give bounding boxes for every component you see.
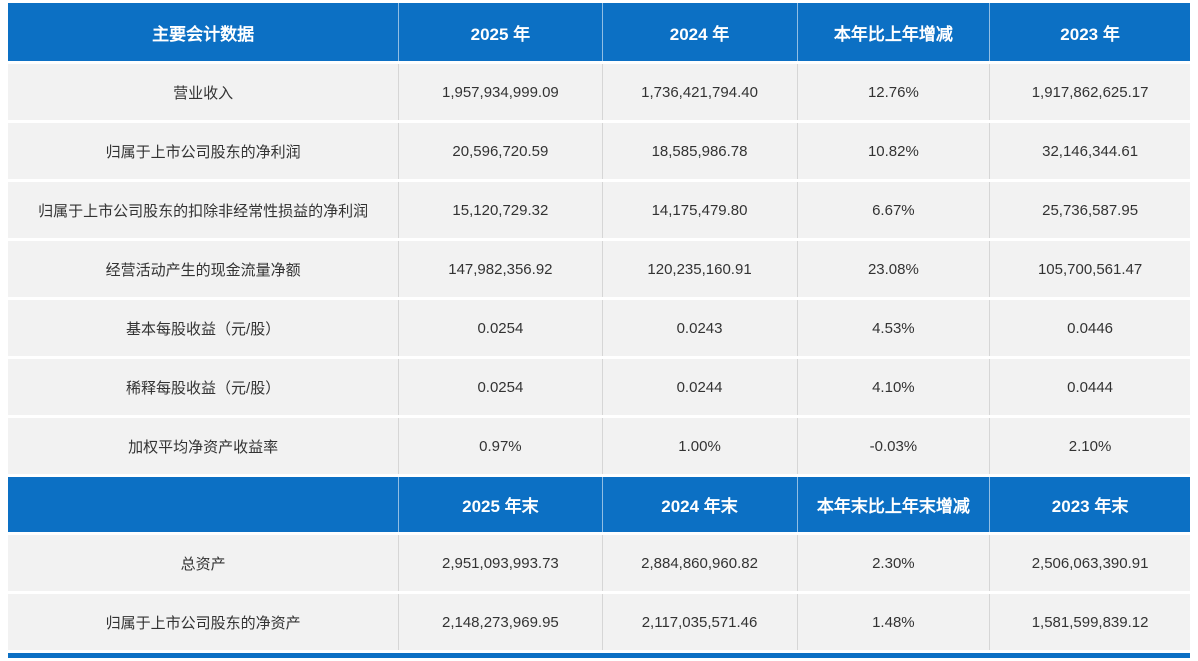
cell-value: 10.82% (798, 123, 991, 179)
row-label: 基本每股收益（元/股） (8, 300, 400, 356)
header-col-yoy-end-change: 本年末比上年末增减 (798, 477, 991, 532)
cell-value: 0.0254 (399, 300, 603, 356)
header-col-2024-end: 2024 年末 (603, 477, 798, 532)
cell-value: 2,117,035,571.46 (603, 594, 798, 650)
cell-value: 120,235,160.91 (603, 241, 798, 297)
cell-value: 0.0446 (1067, 319, 1114, 337)
cell-value: 1,581,599,839.12 (1031, 613, 1149, 631)
cell-value: 4.10% (798, 359, 991, 415)
table-row-basic-eps: 基本每股收益（元/股） 0.0254 0.0243 4.53% 0.0446 (8, 300, 1190, 356)
cell-value: 1.00% (603, 418, 798, 474)
cell-value: 1,957,934,999.09 (399, 64, 603, 120)
next-header-edge-bar (8, 653, 1190, 658)
cell-value: 12.76% (798, 64, 991, 120)
cell-value: 25,736,587.95 (1042, 201, 1139, 219)
table-row-net-assets: 归属于上市公司股东的净资产 2,148,273,969.95 2,117,035… (8, 594, 1190, 650)
cell-value: 2,148,273,969.95 (399, 594, 603, 650)
cell-value: 6.67% (798, 182, 991, 238)
header-col-2023-end: 2023 年末 (1051, 497, 1129, 516)
header-col-2023: 2023 年 (1060, 24, 1120, 44)
cell-value: 2,506,063,390.91 (1031, 554, 1149, 572)
cell-value: 20,596,720.59 (399, 123, 603, 179)
header-blank-cell (8, 477, 400, 532)
cell-value: 18,585,986.78 (603, 123, 798, 179)
table-row-total-assets: 总资产 2,951,093,993.73 2,884,860,960.82 2.… (8, 535, 1190, 591)
header-col-2025-end: 2025 年末 (399, 477, 603, 532)
row-label: 归属于上市公司股东的扣除非经常性损益的净利润 (8, 182, 400, 238)
row-label: 加权平均净资产收益率 (8, 418, 400, 474)
cell-value: 0.0444 (1067, 378, 1114, 396)
cell-value: 2,951,093,993.73 (399, 535, 603, 591)
cell-value: 147,982,356.92 (399, 241, 603, 297)
table-row-operating-revenue: 营业收入 1,957,934,999.09 1,736,421,794.40 1… (8, 64, 1190, 120)
table-row-weighted-avg-roe: 加权平均净资产收益率 0.97% 1.00% -0.03% 2.10% (8, 418, 1190, 474)
row-label: 经营活动产生的现金流量净额 (8, 241, 400, 297)
cell-value: 1.48% (798, 594, 991, 650)
table-header-period-end: 2025 年末 2024 年末 本年末比上年末增减 2023 年末 (8, 477, 1190, 532)
cell-value: 105,700,561.47 (1037, 260, 1143, 278)
cell-value: 23.08% (798, 241, 991, 297)
header-col-2024: 2024 年 (603, 3, 798, 61)
row-label: 归属于上市公司股东的净资产 (8, 594, 400, 650)
row-label: 总资产 (8, 535, 400, 591)
cell-value: 2.30% (798, 535, 991, 591)
cell-value: 32,146,344.61 (1042, 142, 1139, 160)
cell-value: 15,120,729.32 (399, 182, 603, 238)
table-row-net-profit-excl-nonrecurring: 归属于上市公司股东的扣除非经常性损益的净利润 15,120,729.32 14,… (8, 182, 1190, 238)
cell-value: 0.97% (399, 418, 603, 474)
cell-value: -0.03% (798, 418, 991, 474)
cell-value: 0.0254 (399, 359, 603, 415)
cell-value: 2,884,860,960.82 (603, 535, 798, 591)
cell-value: 2.10% (1068, 437, 1112, 455)
header-col-2025: 2025 年 (399, 3, 603, 61)
cell-value: 1,736,421,794.40 (603, 64, 798, 120)
row-label: 稀释每股收益（元/股） (8, 359, 400, 415)
header-col-yoy-change: 本年比上年增减 (798, 3, 991, 61)
table-header-annual: 主要会计数据 2025 年 2024 年 本年比上年增减 2023 年 (8, 3, 1190, 61)
row-label: 营业收入 (8, 64, 400, 120)
key-accounting-data-table: 主要会计数据 2025 年 2024 年 本年比上年增减 2023 年 营业收入… (8, 3, 1190, 658)
cell-value: 1,917,862,625.17 (1031, 83, 1149, 101)
header-main-label: 主要会计数据 (8, 3, 400, 61)
table-row-diluted-eps: 稀释每股收益（元/股） 0.0254 0.0244 4.10% 0.0444 (8, 359, 1190, 415)
table-row-operating-cash-flow: 经营活动产生的现金流量净额 147,982,356.92 120,235,160… (8, 241, 1190, 297)
table-row-net-profit: 归属于上市公司股东的净利润 20,596,720.59 18,585,986.7… (8, 123, 1190, 179)
cell-value: 0.0243 (603, 300, 798, 356)
cell-value: 4.53% (798, 300, 991, 356)
row-label: 归属于上市公司股东的净利润 (8, 123, 400, 179)
cell-value: 0.0244 (603, 359, 798, 415)
cell-value: 14,175,479.80 (603, 182, 798, 238)
